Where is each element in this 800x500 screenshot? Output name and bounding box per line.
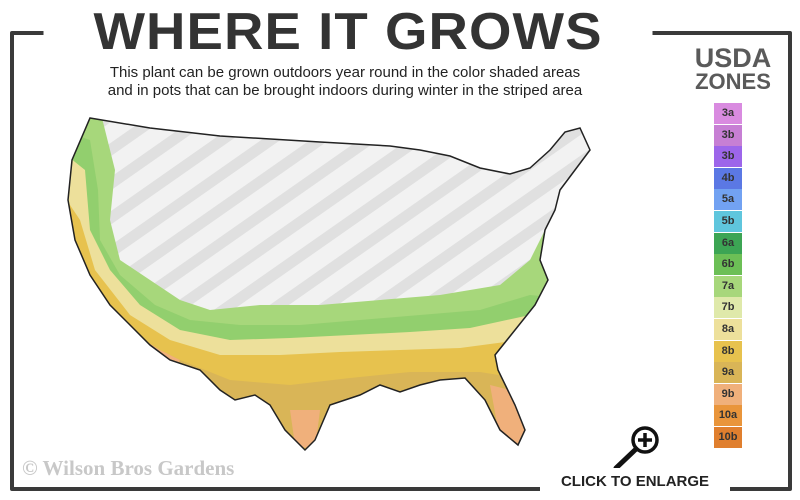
watermark: © Wilson Bros Gardens	[22, 456, 235, 480]
legend-swatch-7b: 7b	[714, 297, 742, 319]
legend-swatch-8a: 8a	[714, 318, 742, 340]
legend-swatch-10b: 10b	[714, 426, 742, 448]
legend-swatch-10a: 10a	[714, 405, 742, 427]
legend-heading-usda: USDA	[694, 43, 772, 73]
legend-swatch-3a: 3a	[714, 103, 742, 124]
legend-swatch-7a: 7a	[714, 275, 742, 297]
subtitle-line-1: This plant can be grown outdoors year ro…	[109, 64, 581, 81]
click-to-enlarge-button[interactable]: CLICK TO ENLARGE	[540, 468, 730, 500]
legend-heading-zones: ZONES	[695, 69, 771, 94]
usda-zone-map[interactable]	[60, 110, 620, 460]
legend-heading: USDA ZONES	[680, 43, 786, 94]
page-title: WHERE IT GROWS	[43, 2, 653, 62]
magnifier-plus-icon[interactable]	[610, 424, 666, 472]
legend-swatch-3b: 3b	[714, 146, 742, 168]
legend-swatch-9a: 9a	[714, 362, 742, 384]
zone-legend: 3a 3b 3b 4b 5a 5b 6a 6b 7a 7b 8a 8b 9a 9b 10a 10b	[714, 103, 742, 449]
legend-swatch-5b: 5b	[714, 210, 742, 232]
legend-swatch-5a: 5a	[714, 189, 742, 211]
legend-swatch-3b: 3b	[714, 124, 742, 146]
legend-swatch-9b: 9b	[714, 383, 742, 405]
subtitle-line-2: and in pots that can be brought indoors …	[107, 82, 583, 99]
legend-swatch-8b: 8b	[714, 340, 742, 362]
legend-swatch-4b: 4b	[714, 167, 742, 189]
subtitle: This plant can be grown outdoors year ro…	[40, 64, 650, 100]
legend-swatch-6b: 6b	[714, 254, 742, 276]
legend-swatch-6a: 6a	[714, 232, 742, 254]
